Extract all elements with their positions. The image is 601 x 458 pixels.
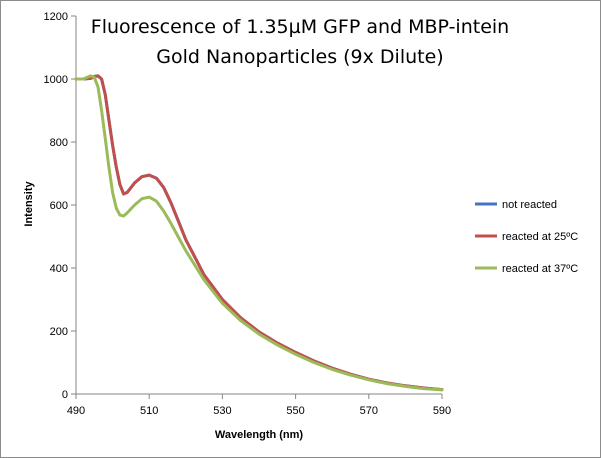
y-tick-label: 200 bbox=[50, 326, 68, 338]
series-line-2 bbox=[74, 74, 444, 392]
series-line-3 bbox=[74, 74, 444, 392]
y-tick-label: 600 bbox=[50, 200, 68, 212]
x-tick-label: 490 bbox=[67, 405, 85, 417]
x-tick-label: 570 bbox=[360, 405, 378, 417]
series-line-1 bbox=[74, 74, 444, 392]
x-tick-label: 530 bbox=[213, 405, 231, 417]
legend-label-3: reacted at 37ºC bbox=[502, 263, 578, 275]
x-tick-label: 510 bbox=[140, 405, 158, 417]
y-axis-title: Intensity bbox=[23, 181, 35, 227]
x-tick-label: 590 bbox=[433, 405, 451, 417]
y-tick-label: 800 bbox=[50, 137, 68, 149]
chart-title-line-2: Gold Nanoparticles (9x Dilute) bbox=[156, 46, 443, 68]
y-tick-label: 0 bbox=[62, 389, 68, 401]
x-tick-label: 550 bbox=[286, 405, 304, 417]
y-tick-label: 1200 bbox=[44, 11, 68, 23]
legend-label-1: not reacted bbox=[502, 199, 557, 211]
legend-label-2: reacted at 25ºC bbox=[502, 231, 578, 243]
x-axis-title: Wavelength (nm) bbox=[215, 429, 304, 441]
y-tick-label: 400 bbox=[50, 263, 68, 275]
chart-title-line-1: Fluorescence of 1.35µM GFP and MBP-intei… bbox=[91, 16, 509, 38]
y-tick-label: 1000 bbox=[44, 74, 68, 86]
